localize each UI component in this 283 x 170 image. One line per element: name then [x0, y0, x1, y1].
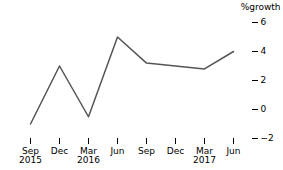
svg-text:Mar2017: Mar2017: [193, 146, 216, 165]
svg-text:Sep: Sep: [138, 146, 155, 156]
svg-text:4: 4: [261, 46, 267, 56]
svg-text:Jun: Jun: [109, 146, 124, 156]
svg-text:0: 0: [261, 104, 267, 114]
svg-text:−2: −2: [261, 133, 274, 143]
svg-text:6: 6: [261, 17, 267, 27]
svg-text:Dec: Dec: [167, 146, 184, 156]
svg-text:2: 2: [261, 75, 267, 85]
svg-text:Sep2015: Sep2015: [19, 146, 42, 165]
svg-text:%growth: %growth: [241, 2, 281, 12]
svg-text:Mar2016: Mar2016: [77, 146, 100, 165]
svg-text:Dec: Dec: [51, 146, 68, 156]
svg-text:Jun: Jun: [225, 146, 240, 156]
